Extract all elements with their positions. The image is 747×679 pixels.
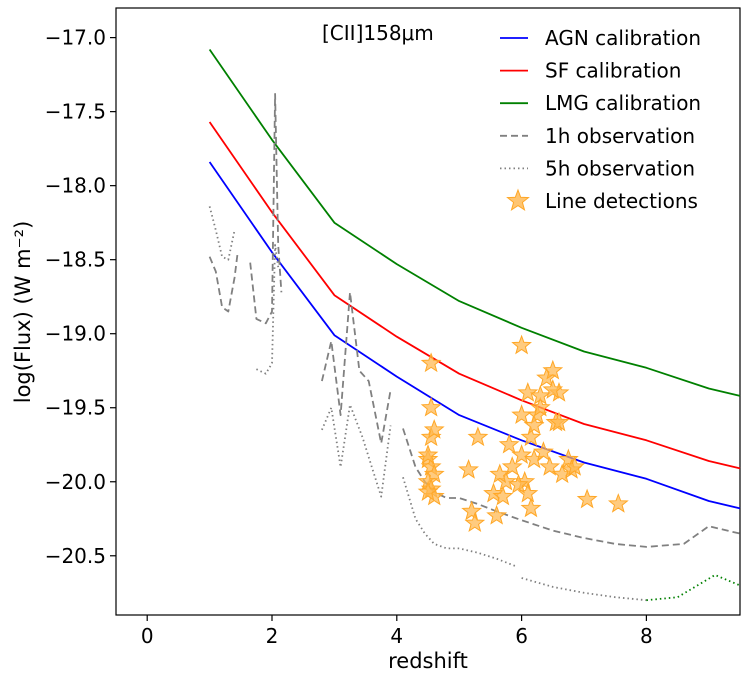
y-tick-label: −20.0	[45, 470, 106, 494]
plot-frame	[115, 7, 741, 616]
line-detection-star	[529, 396, 551, 417]
series-1h-observation-segment	[402, 428, 741, 548]
line-detection-star	[458, 458, 479, 479]
y-tick-label: −18.0	[45, 174, 106, 198]
line-detection-star	[511, 334, 532, 355]
x-tick-label: 6	[515, 624, 528, 648]
line-detection-star	[501, 456, 523, 476]
line-detection-star	[420, 352, 442, 373]
line-detection-star	[542, 359, 564, 380]
line-detection-star	[533, 441, 554, 461]
series-5h-observation-segment	[208, 206, 236, 261]
series-5h-observation-segment	[521, 577, 647, 602]
series-green-dotted-tail	[646, 574, 741, 602]
y-tick-label: −19.0	[45, 322, 106, 346]
line-detection-star	[576, 488, 598, 509]
line-detection-star	[467, 426, 489, 447]
series-layer	[208, 48, 741, 602]
line-detection-star	[539, 456, 561, 476]
legend-label: SF calibration	[545, 59, 681, 83]
x-tick-label: 0	[141, 624, 154, 648]
line-detection-star	[486, 504, 508, 525]
line-detection-star	[417, 444, 439, 464]
line-detection-star	[607, 493, 629, 513]
line-detection-star	[564, 456, 586, 476]
y-tick-label: −17.0	[45, 26, 106, 50]
chart-annotation: [CII]158μm	[322, 21, 434, 45]
y-tick-label: −18.5	[45, 248, 106, 272]
line-detection-star	[548, 411, 570, 432]
line-detection-star	[520, 497, 542, 518]
line-detection-star	[464, 512, 486, 533]
line-detection-star	[511, 444, 532, 464]
line-detection-star	[508, 473, 529, 494]
x-tick-label: 2	[266, 624, 279, 648]
series-agn-calibration-line	[208, 161, 741, 510]
line-detection-star	[461, 500, 483, 521]
series-5h-observation-segment	[321, 403, 392, 498]
series-5h-observation-segment	[256, 243, 280, 375]
y-tick-label: −17.5	[45, 100, 106, 124]
series-1h-observation-segment	[249, 93, 283, 325]
line-detection-star	[529, 384, 551, 405]
line-detection-star	[517, 381, 539, 402]
line-detection-star	[423, 418, 445, 439]
series-lmg-calibration-line	[208, 48, 741, 397]
series-1h-observation-segment	[208, 252, 239, 313]
x-tick-label: 4	[390, 624, 403, 648]
line-detection-star	[520, 426, 542, 447]
series-1h-observation-segment	[321, 291, 392, 445]
y-tick-label: −20.5	[45, 544, 106, 568]
legend-label: AGN calibration	[545, 26, 701, 50]
line-detection-star	[511, 404, 532, 424]
line-detection-star	[417, 481, 439, 501]
y-axis-label: log(Flux) (W m⁻²)	[11, 221, 35, 404]
line-detection-star	[489, 463, 511, 484]
legend: AGN calibration SF calibration LMG calibra…	[500, 26, 701, 213]
x-tick-label: 8	[640, 624, 653, 648]
legend-label: LMG calibration	[545, 91, 701, 115]
scatter-layer	[417, 334, 629, 533]
tick-layer: 0 2 4 6 8 −17.0 −17.5 −18.0 −18.5 −19.0 −19.5 −20.0…	[45, 26, 653, 648]
series-sf-calibration-line	[208, 121, 741, 470]
line-detection-star	[542, 379, 564, 399]
line-detection-star	[498, 433, 520, 454]
legend-label: 5h observation	[545, 156, 695, 180]
x-axis-label: redshift	[388, 649, 468, 673]
line-detection-star	[483, 482, 504, 503]
line-detection-star	[420, 396, 442, 417]
legend-star-marker	[506, 188, 530, 212]
legend-label: 1h observation	[545, 124, 695, 148]
legend-label: Line detections	[545, 189, 698, 213]
line-detection-star	[492, 485, 514, 506]
y-tick-label: −19.5	[45, 396, 106, 420]
